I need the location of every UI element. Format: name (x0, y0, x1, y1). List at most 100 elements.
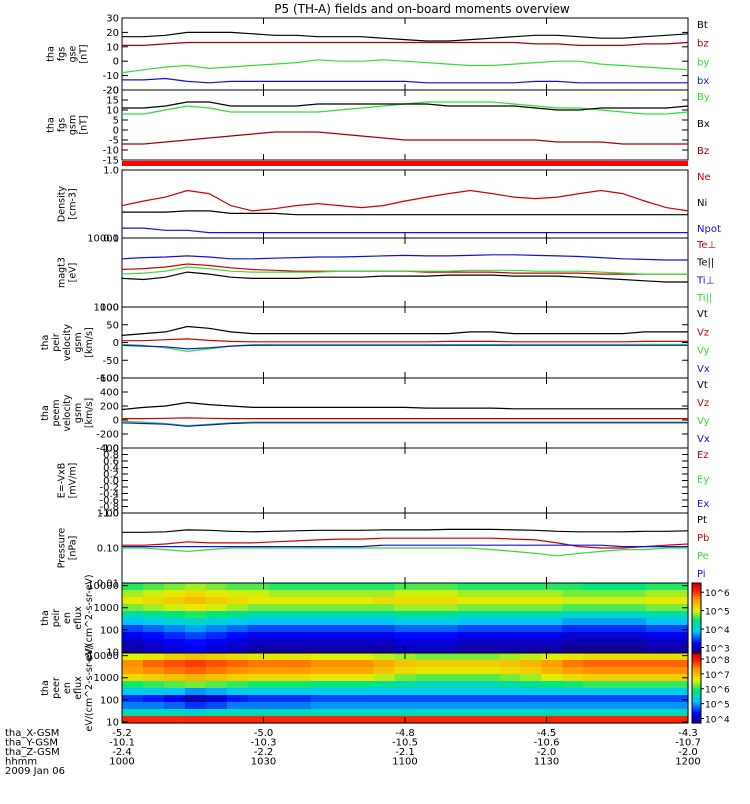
panel-8-cell (541, 632, 563, 640)
panel-9-cell (205, 709, 228, 717)
panel-8-cell (373, 632, 396, 640)
panel-8-cell (478, 625, 500, 633)
panel-9-colorbar-label: 10^8 (705, 656, 730, 666)
panel-8-cell (415, 611, 438, 619)
panel-8-colorbar-step (692, 595, 701, 598)
panel-5-ylabel-line: velocity (62, 394, 73, 432)
panel-5-ylabel-line: tha (40, 405, 51, 421)
panel-9-cell (478, 653, 500, 661)
panel-9-colorbar-step (692, 672, 701, 675)
panel-9-cell (457, 681, 479, 689)
panel-8-colorbar-step (692, 614, 701, 617)
panel-9-cell (562, 653, 584, 661)
panel-0-ytick-label: 30 (106, 14, 119, 25)
panel-8-cell (142, 646, 165, 654)
panel-9-cell (122, 695, 144, 703)
panel-9-cell (352, 653, 375, 661)
panel-2-ytick-label: 1.0 (103, 166, 119, 177)
panel-5-ytick-label: 400 (100, 388, 119, 399)
panel-9-cell (289, 702, 312, 710)
panel-9-cell (289, 667, 312, 675)
panel-8-cell (499, 590, 521, 598)
panel-9-cell (310, 688, 333, 696)
panel-9-cell (268, 681, 291, 689)
panel-8-cell (184, 583, 207, 591)
panel-9-ytick-label: 10 (106, 717, 119, 728)
panel-9-cell (583, 653, 605, 661)
panel-8-cell (415, 618, 438, 626)
panel-2-ylabel: Density [cm-3] (57, 186, 79, 222)
panel-9-cell (331, 695, 354, 703)
panel-7-series-0 (122, 528, 689, 533)
panel-9-cell (499, 716, 521, 724)
panel-4-ytick-label: 50 (106, 320, 119, 331)
panel-9-colorbar-step (692, 700, 701, 703)
panel-9-ytick-label: 1000 (94, 673, 119, 684)
panel-8-cell (310, 632, 333, 640)
panel-1-ytick-label: 5 (113, 116, 119, 127)
panel-8-colorbar-step (692, 637, 701, 640)
panel-9-colorbar-step (692, 658, 701, 661)
panel-9-cell (541, 667, 563, 675)
panel-8-cell (331, 590, 354, 598)
panel-9-cell (310, 702, 333, 710)
panel-9-colorbar-label: 10^6 (705, 686, 730, 696)
footer-tick-x: -5.0 (254, 728, 274, 739)
panel-9-cell (541, 681, 563, 689)
panel-8-cell (289, 597, 312, 605)
panel-6-ytick-label: 0.8 (103, 450, 119, 461)
panel-8-cell (625, 583, 647, 591)
panel-9-cell (499, 695, 521, 703)
panel-8-colorbar-step (692, 642, 701, 645)
panel-8-cell (457, 639, 479, 647)
panel-8-cell (415, 646, 438, 654)
panel-9-cell (604, 674, 626, 682)
panel-1-frame (121, 89, 689, 161)
panel-8-cell (520, 611, 542, 619)
panel-9-cell (205, 681, 228, 689)
panel-9-cell (373, 674, 396, 682)
panel-7-ytick-label: 0.10 (97, 544, 119, 555)
panel-8-cell (457, 646, 479, 654)
panel-9-colorbar-step (692, 668, 701, 672)
panel-9-cell (499, 688, 521, 696)
panel-9-cell (226, 709, 249, 717)
panel-8-cell (625, 590, 647, 598)
panel-8-cell (478, 590, 500, 598)
footer-row-label: tha_X-GSM (5, 728, 59, 739)
panel-8-cell (184, 639, 207, 647)
panel-8-cell (247, 646, 270, 654)
panel-9-colorbar-step (692, 661, 701, 665)
panel-9-colorbar-step (692, 686, 701, 689)
panel-9-cell (310, 716, 333, 724)
panel-2-series-2 (122, 227, 688, 234)
panel-8-cell (163, 618, 186, 626)
panel-1-series-1 (122, 101, 689, 111)
panel-1-ylabel-line: gsm (68, 115, 79, 135)
panel-0-ytick-label: 0 (113, 57, 119, 68)
panel-9-cell (625, 702, 647, 710)
panel-8-cell (415, 625, 438, 633)
panel-8-colorbar-step (692, 591, 701, 595)
panel-9-cell (646, 653, 668, 661)
panel-5-ylabel-line: [km/s] (84, 398, 95, 428)
panel-8-cell (499, 632, 521, 640)
panel-9-colorbar-step (692, 675, 701, 679)
panel-3-series-1 (121, 271, 688, 283)
panel-9-colorbar-step (692, 654, 701, 658)
panel-9-cell (289, 674, 312, 682)
panel-8-colorbar-step (692, 611, 701, 614)
panel-9-cell (205, 695, 228, 703)
panel-5-ylabel-line: peem (51, 400, 62, 427)
panel-9-cell (122, 674, 144, 682)
panel-6-frame (121, 447, 689, 514)
panel-8-cell (331, 618, 354, 626)
panel-9-cell (289, 709, 312, 717)
panel-4-ylabel-line: tha (40, 335, 51, 351)
chart-title: P5 (TH-A) fields and on-board moments ov… (274, 2, 570, 16)
footer-tick-t: 1000 (109, 757, 134, 768)
panel-9-cell (478, 688, 500, 696)
panel-9-cell (163, 660, 186, 668)
panel-8-cell (142, 604, 165, 612)
panel-7-legend-2: Pe (697, 551, 709, 562)
